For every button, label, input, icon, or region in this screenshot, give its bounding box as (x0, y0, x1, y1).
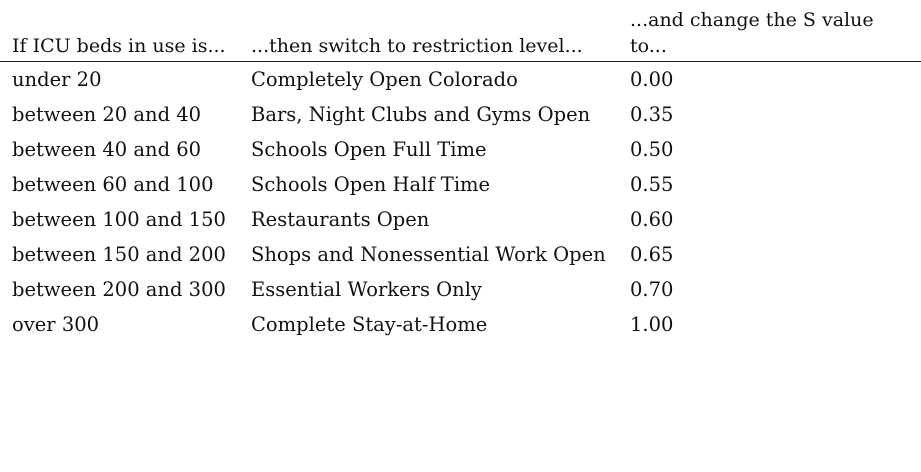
icu-beds-cell: between 200 and 300 (12, 278, 226, 301)
s-value-cell: 1.00 (630, 313, 674, 336)
header-row: If ICU beds in use is... ...then switch … (0, 0, 921, 62)
s-value-cell: 0.50 (630, 138, 674, 161)
restriction-level-cell: Complete Stay-at-Home (251, 313, 488, 336)
table-row: between 20 and 40 Bars, Night Clubs and … (0, 98, 921, 133)
restriction-level-cell: Restaurants Open (251, 208, 430, 231)
restriction-level-cell: Schools Open Half Time (251, 173, 491, 196)
table-row: between 40 and 60 Schools Open Full Time… (0, 133, 921, 168)
restriction-level-cell: Shops and Nonessential Work Open (251, 243, 606, 266)
icu-beds-cell: over 300 (12, 313, 100, 336)
table-row: under 20 Completely Open Colorado 0.00 (0, 62, 921, 99)
s-value-cell: 0.70 (630, 278, 674, 301)
restriction-level-cell: Bars, Night Clubs and Gyms Open (251, 103, 591, 126)
table-body: under 20 Completely Open Colorado 0.00 b… (0, 62, 921, 344)
table-header: If ICU beds in use is... ...then switch … (0, 0, 921, 62)
icu-beds-cell: between 40 and 60 (12, 138, 202, 161)
restriction-rules-table: If ICU beds in use is... ...then switch … (0, 0, 921, 344)
table-row: between 60 and 100 Schools Open Half Tim… (0, 168, 921, 203)
s-value-cell: 0.55 (630, 173, 674, 196)
table-row: between 100 and 150 Restaurants Open 0.6… (0, 203, 921, 238)
restriction-level-cell: Completely Open Colorado (251, 68, 518, 91)
icu-beds-cell: under 20 (12, 68, 102, 91)
restriction-level-cell: Essential Workers Only (251, 278, 482, 301)
table-row: between 200 and 300 Essential Workers On… (0, 273, 921, 308)
restriction-level-cell: Schools Open Full Time (251, 138, 487, 161)
icu-beds-cell: between 100 and 150 (12, 208, 226, 231)
icu-beds-cell: between 60 and 100 (12, 173, 214, 196)
icu-beds-cell: between 20 and 40 (12, 103, 202, 126)
s-value-cell: 0.35 (630, 103, 674, 126)
header-s-value: ...and change the S value to... (618, 0, 921, 62)
table-row: between 150 and 200 Shops and Nonessenti… (0, 238, 921, 273)
header-restriction-level: ...then switch to restriction level... (239, 0, 618, 62)
table-row: over 300 Complete Stay-at-Home 1.00 (0, 308, 921, 343)
s-value-cell: 0.65 (630, 243, 674, 266)
header-icu-beds: If ICU beds in use is... (0, 0, 239, 62)
s-value-cell: 0.60 (630, 208, 674, 231)
icu-beds-cell: between 150 and 200 (12, 243, 226, 266)
s-value-cell: 0.00 (630, 68, 674, 91)
